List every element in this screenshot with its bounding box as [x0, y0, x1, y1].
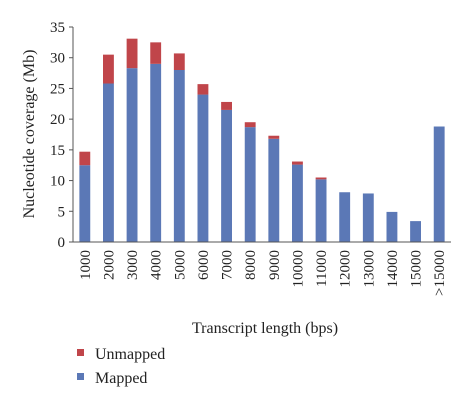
x-tick-label: 9000	[267, 250, 283, 280]
bar-unmapped-8000	[244, 122, 256, 128]
y-tick-label: 10	[50, 174, 65, 190]
legend-swatch-unmapped	[77, 349, 84, 356]
x-tick-label: 15000	[409, 250, 425, 288]
x-tick-label: 8000	[243, 250, 259, 280]
x-tick-label: >15000	[432, 250, 448, 296]
bar-unmapped-9000	[268, 135, 280, 139]
y-tick-label: 5	[58, 204, 66, 220]
bar-mapped-10000	[292, 164, 303, 242]
bar-mapped-gt15000	[433, 126, 445, 242]
bar-mapped-4000	[150, 63, 162, 242]
bar-mapped-1000	[79, 165, 91, 242]
bar-unmapped-4000	[150, 42, 162, 64]
y-tick-label: 35	[50, 20, 65, 36]
y-axis-title: Nucleotide coverage (Mb)	[21, 50, 38, 219]
y-tick-label: 20	[50, 112, 65, 128]
bar-mapped-7000	[221, 109, 232, 242]
bar-unmapped-5000	[173, 53, 185, 70]
y-tick-label: 0	[58, 235, 66, 251]
bar-unmapped-2000	[103, 54, 114, 84]
bar-mapped-13000	[362, 193, 374, 242]
bars	[79, 38, 445, 243]
x-axis-ticks: 1000 2000 3000 4000 5000 6000 7000 8000 9000 1000…	[78, 250, 448, 296]
y-tick-label: 25	[50, 81, 65, 97]
x-tick-label: 13000	[361, 250, 377, 288]
x-tick-label: 12000	[338, 250, 354, 288]
bar-mapped-9000	[268, 138, 280, 242]
x-tick-label: 1000	[78, 250, 94, 280]
x-tick-label: 7000	[220, 250, 236, 280]
bar-mapped-15000	[410, 221, 421, 242]
y-tick-label: 15	[50, 143, 65, 159]
bar-unmapped-3000	[126, 38, 138, 69]
legend-swatch-mapped	[77, 373, 84, 380]
x-tick-label: 5000	[172, 250, 188, 280]
bar-mapped-8000	[244, 127, 256, 242]
bar-mapped-6000	[197, 94, 209, 242]
x-tick-label: 4000	[149, 250, 165, 280]
bar-mapped-14000	[386, 211, 398, 242]
legend-label-mapped: Mapped	[95, 370, 147, 387]
x-tick-label: 10000	[290, 250, 306, 288]
bar-mapped-5000	[173, 70, 185, 242]
bar-mapped-12000	[339, 192, 351, 242]
y-tick-label: 30	[50, 51, 65, 67]
bar-unmapped-7000	[221, 101, 232, 110]
bar-unmapped-11000	[315, 177, 327, 180]
y-axis-ticks: 0 5 10 15 20 25 30 35	[50, 20, 73, 251]
x-tick-label: 11000	[314, 250, 330, 287]
x-tick-label: 2000	[101, 250, 117, 280]
bar-mapped-11000	[315, 179, 327, 242]
bar-mapped-2000	[103, 83, 114, 242]
x-axis-title: Transcript length (bps)	[192, 320, 338, 337]
bar-unmapped-10000	[292, 161, 303, 165]
bar-unmapped-1000	[79, 151, 91, 166]
x-tick-label: 14000	[385, 250, 401, 288]
x-tick-label: 6000	[196, 250, 212, 280]
legend-label-unmapped: Unmapped	[95, 346, 165, 363]
bar-mapped-3000	[126, 68, 138, 243]
legend: Unmapped Mapped	[77, 346, 165, 387]
bar-unmapped-6000	[197, 84, 209, 95]
x-tick-label: 3000	[125, 250, 141, 280]
